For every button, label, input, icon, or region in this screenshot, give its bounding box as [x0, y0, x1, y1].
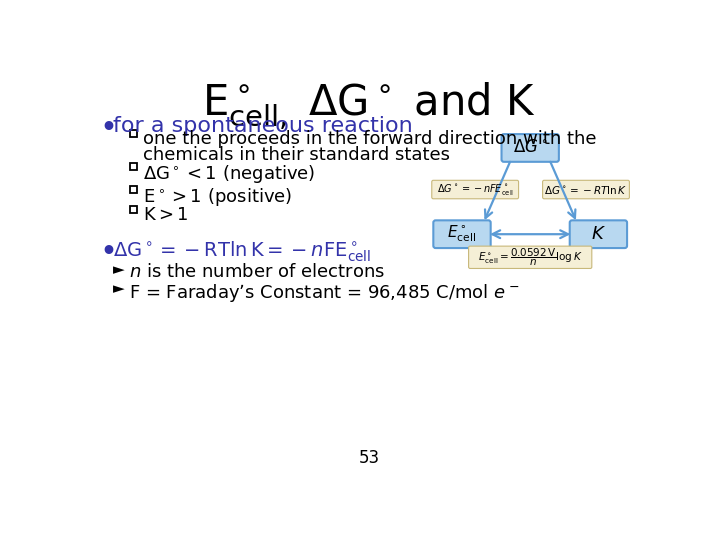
FancyBboxPatch shape — [130, 163, 138, 170]
Text: chemicals in their standard states: chemicals in their standard states — [143, 146, 450, 164]
FancyBboxPatch shape — [502, 134, 559, 162]
Text: $\Delta G^\circ$: $\Delta G^\circ$ — [513, 139, 548, 157]
Text: one the proceeds in the forward direction with the: one the proceeds in the forward directio… — [143, 130, 596, 148]
Text: F = Faraday’s Constant = 96,485 C/mol $e^-$: F = Faraday’s Constant = 96,485 C/mol $e… — [129, 282, 519, 304]
Text: ►: ► — [113, 262, 125, 276]
Text: $\mathrm{K} > 1$: $\mathrm{K} > 1$ — [143, 206, 189, 225]
FancyBboxPatch shape — [469, 246, 592, 268]
Text: for a spontaneous reaction: for a spontaneous reaction — [113, 117, 413, 137]
Text: $\Delta G^\circ = -nFE^\circ_{\mathrm{cell}}$: $\Delta G^\circ = -nFE^\circ_{\mathrm{ce… — [436, 182, 514, 197]
FancyBboxPatch shape — [432, 180, 518, 199]
Text: $E^\circ_{\mathrm{cell}}$: $E^\circ_{\mathrm{cell}}$ — [448, 224, 477, 245]
Text: $\Delta\mathrm{G}^\circ < 1\ \mathrm{(negative)}$: $\Delta\mathrm{G}^\circ < 1\ \mathrm{(ne… — [143, 163, 315, 185]
Text: $\Delta G^\circ = -RT\ln K$: $\Delta G^\circ = -RT\ln K$ — [544, 184, 628, 195]
FancyBboxPatch shape — [433, 220, 490, 248]
Text: •: • — [101, 240, 117, 264]
FancyBboxPatch shape — [543, 180, 629, 199]
Text: •: • — [101, 117, 117, 140]
Text: $\mathrm{E}^\circ_{\mathrm{cell,}}\ \Delta\mathrm{G}^\circ\ \mathrm{and}\ \mathr: $\mathrm{E}^\circ_{\mathrm{cell,}}\ \Del… — [202, 80, 536, 131]
Text: $n$ is the number of electrons: $n$ is the number of electrons — [129, 262, 384, 281]
Text: $\Delta\mathrm{G}^\circ = -\mathrm{RT}\ln\mathrm{K} = -n\mathrm{FE}^\circ_{\math: $\Delta\mathrm{G}^\circ = -\mathrm{RT}\l… — [113, 240, 372, 264]
FancyBboxPatch shape — [130, 206, 138, 213]
Text: 53: 53 — [359, 449, 379, 467]
Text: ►: ► — [113, 282, 125, 296]
Text: $\mathrm{E}^\circ > 1\ \mathrm{(positive)}$: $\mathrm{E}^\circ > 1\ \mathrm{(positive… — [143, 186, 292, 208]
Text: $K$: $K$ — [591, 225, 606, 243]
FancyBboxPatch shape — [130, 130, 138, 137]
FancyBboxPatch shape — [570, 220, 627, 248]
FancyBboxPatch shape — [130, 186, 138, 193]
Text: $E^\circ_{\mathrm{cell}} = \dfrac{0.0592\,\mathrm{V}}{n}\log K$: $E^\circ_{\mathrm{cell}} = \dfrac{0.0592… — [478, 247, 582, 268]
